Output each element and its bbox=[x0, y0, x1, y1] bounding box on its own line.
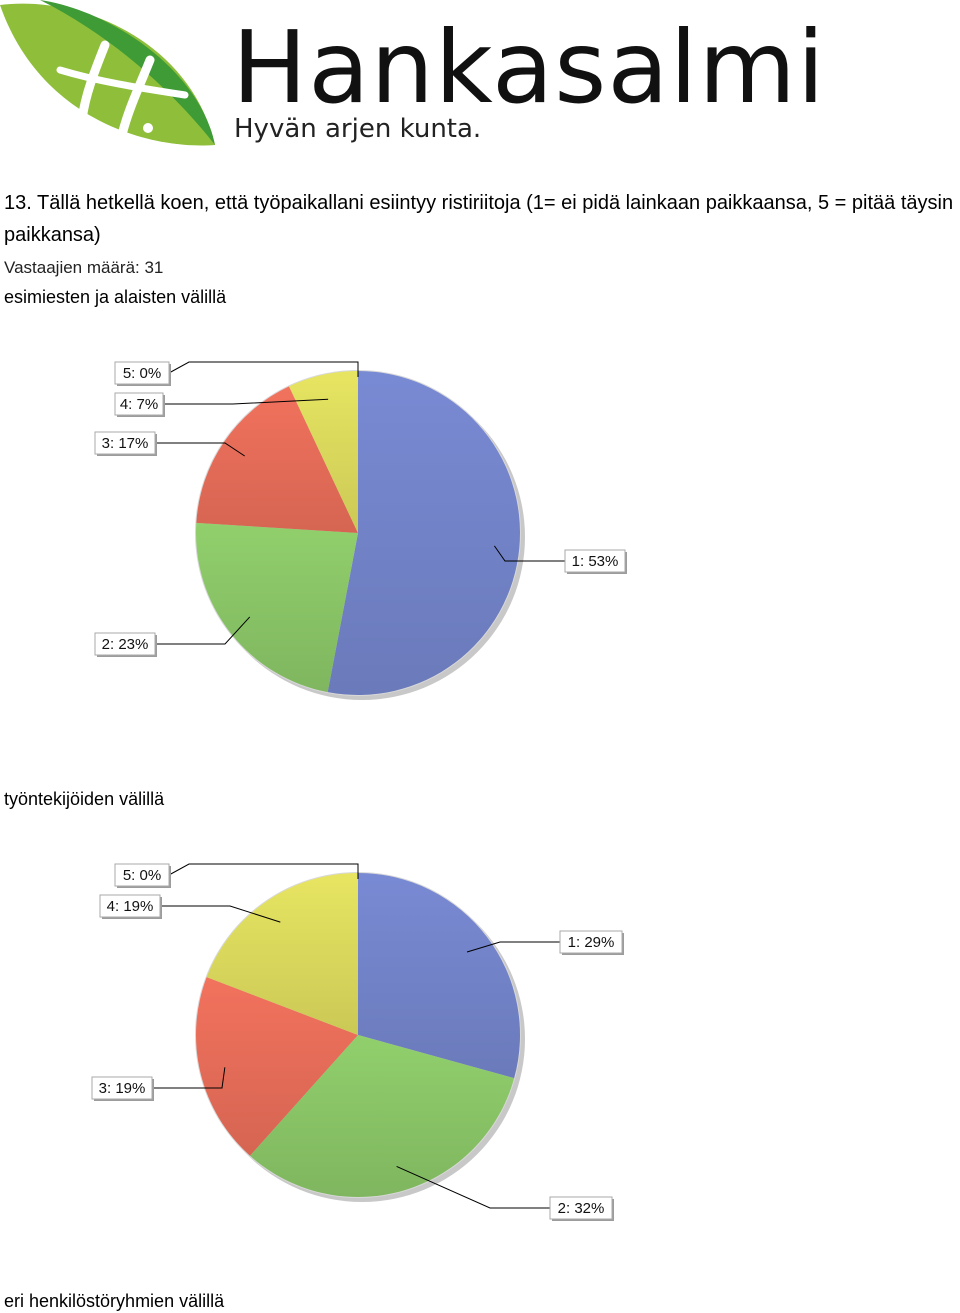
leader-line-3 bbox=[152, 1067, 226, 1089]
leader-line-1 bbox=[466, 941, 560, 953]
chart-title-1: esimiesten ja alaisten välillä bbox=[4, 287, 227, 307]
pie-chart-employees: 1: 29% 2: 32% 3: 19% 4: 19% 5: 0% bbox=[91, 863, 624, 1221]
leader-line-4 bbox=[163, 398, 329, 405]
pie-slice-1 bbox=[327, 371, 520, 695]
leader-line-2 bbox=[155, 616, 251, 645]
leader-line-5 bbox=[168, 361, 359, 377]
leader-line-1 bbox=[493, 545, 565, 562]
slice-label-1: 1: 53% bbox=[572, 553, 619, 570]
pie-chart-supervisors: 1: 53% 2: 23% 3: 17% 4: 7% 5: 0% bbox=[94, 361, 627, 700]
logo-wordmark: Hankasalmi bbox=[232, 9, 826, 126]
slice-label-3: 3: 17% bbox=[102, 435, 149, 452]
label-box-5 bbox=[114, 361, 170, 385]
slice-label-4: 4: 19% bbox=[107, 898, 154, 915]
label-box-3 bbox=[91, 1076, 153, 1100]
slice-label-2: 2: 32% bbox=[558, 1200, 605, 1217]
label-box-3 bbox=[94, 431, 156, 455]
label-box-2 bbox=[549, 1196, 613, 1220]
label-box-1 bbox=[564, 549, 626, 573]
pie-slice-4 bbox=[206, 873, 358, 1035]
leader-line-3 bbox=[155, 442, 245, 457]
pie-slice-2 bbox=[196, 522, 358, 693]
slice-label-1: 1: 29% bbox=[568, 934, 615, 951]
chart-title-2: työntekijöiden välillä bbox=[4, 789, 165, 809]
label-box-4 bbox=[99, 894, 161, 918]
slice-label-3: 3: 19% bbox=[99, 1080, 146, 1097]
slice-label-4: 4: 7% bbox=[120, 396, 158, 413]
pie-slice-2 bbox=[249, 1035, 515, 1197]
slice-label-5: 5: 0% bbox=[123, 365, 161, 382]
label-box-5 bbox=[114, 863, 170, 887]
label-box-2 bbox=[94, 632, 156, 656]
pie-slice-3 bbox=[196, 386, 358, 533]
label-box-4 bbox=[114, 392, 164, 416]
slice-label-2: 2: 23% bbox=[102, 636, 149, 653]
logo-leaf-icon bbox=[0, 0, 215, 146]
logo-tagline: Hyvän arjen kunta. bbox=[234, 114, 482, 144]
pie-slice-1 bbox=[358, 873, 520, 1079]
label-box-1 bbox=[559, 930, 623, 954]
chart-title-3: eri henkilöstöryhmien välillä bbox=[4, 1291, 225, 1311]
logo: Hankasalmi Hyvän arjen kunta. bbox=[0, 0, 960, 170]
respondent-count: Vastaajien määrä: 31 bbox=[4, 258, 164, 277]
question-title: 13. Tällä hetkellä koen, että työpaikall… bbox=[4, 192, 954, 246]
slice-label-5: 5: 0% bbox=[123, 867, 161, 884]
pie-slice-4 bbox=[289, 371, 358, 533]
pie-slice-3 bbox=[195, 977, 358, 1156]
leader-line-2 bbox=[396, 1165, 550, 1209]
leader-line-5 bbox=[168, 863, 359, 879]
leader-line-4 bbox=[160, 905, 281, 923]
